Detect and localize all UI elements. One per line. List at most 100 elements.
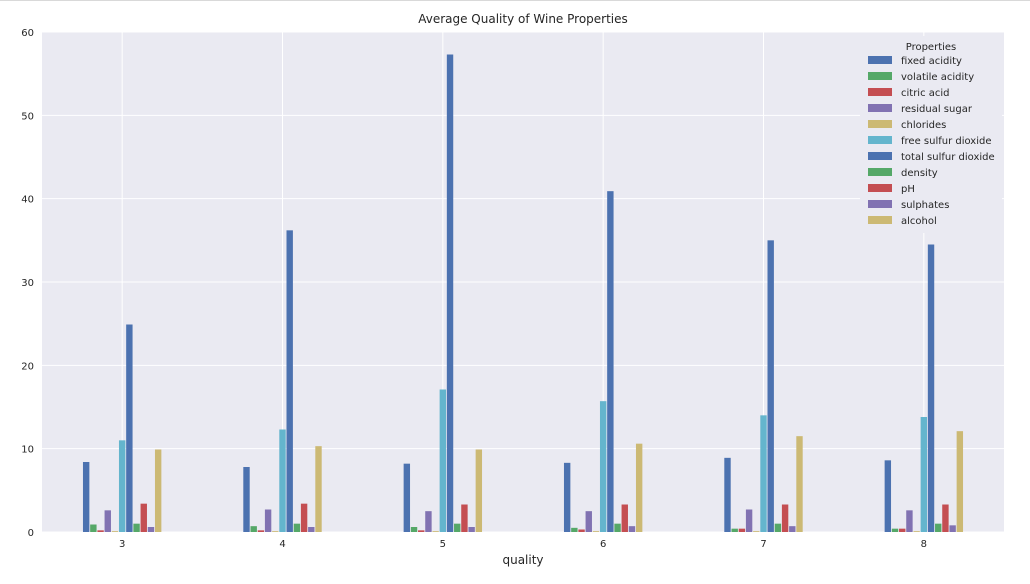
- bar-citric-acid-3: [97, 530, 104, 532]
- legend-label-density: density: [901, 168, 938, 179]
- bar-chlorides-3: [111, 531, 119, 532]
- y-tick-label-10: 10: [21, 445, 34, 456]
- bar-free-sulfur-dioxide-4: [279, 429, 286, 532]
- bar-density-8: [935, 523, 942, 532]
- bar-fixed-acidity-6: [563, 462, 571, 532]
- bar-citric-acid-7: [738, 528, 746, 532]
- legend-label-fixed-acidity: fixed acidity: [901, 56, 962, 67]
- bar-sulphates-5: [468, 527, 475, 532]
- y-tick-label-20: 20: [21, 361, 34, 372]
- legend-swatch-alcohol: [868, 216, 892, 224]
- bar-alcohol-6: [635, 443, 643, 532]
- bar-chlorides-6: [592, 531, 600, 532]
- bar-residual-sugar-8: [906, 510, 913, 532]
- bar-sulphates-6: [628, 526, 636, 532]
- legend-label-citric-acid: citric acid: [901, 88, 950, 99]
- legend-swatch-density: [868, 168, 892, 176]
- legend-swatch-volatile-acidity: [868, 72, 892, 80]
- legend-swatch-sulphates: [868, 200, 892, 208]
- legend-label-total-sulfur-dioxide: total sulfur dioxide: [901, 152, 995, 163]
- bar-sulphates-4: [308, 527, 315, 532]
- legend-label-alcohol: alcohol: [901, 216, 937, 227]
- bar-total-sulfur-dioxide-5: [446, 54, 454, 532]
- bar-alcohol-8: [956, 431, 964, 532]
- x-tick-label-7: 7: [760, 539, 766, 550]
- bar-free-sulfur-dioxide-7: [760, 415, 767, 532]
- bar-residual-sugar-6: [585, 511, 592, 532]
- bar-total-sulfur-dioxide-8: [927, 244, 935, 532]
- bar-volatile-acidity-6: [571, 527, 578, 532]
- bar-density-3: [133, 523, 140, 532]
- bar-free-sulfur-dioxide-6: [599, 401, 607, 532]
- bar-volatile-acidity-3: [90, 524, 97, 532]
- legend-swatch-free-sulfur-dioxide: [868, 136, 892, 144]
- legend-label-sulphates: sulphates: [901, 200, 949, 211]
- legend-label-volatile-acidity: volatile acidity: [901, 72, 974, 83]
- top-divider: [0, 0, 1030, 1]
- bar-alcohol-7: [796, 436, 803, 532]
- legend-label-chlorides: chlorides: [901, 120, 946, 131]
- bar-fixed-acidity-5: [403, 463, 411, 532]
- bar-residual-sugar-7: [745, 509, 753, 532]
- y-tick-label-60: 60: [21, 28, 34, 39]
- legend-swatch-chlorides: [868, 120, 892, 128]
- bar-alcohol-4: [315, 446, 322, 532]
- bar-alcohol-5: [475, 449, 483, 532]
- bar-ph-3: [140, 503, 147, 532]
- bar-free-sulfur-dioxide-3: [118, 440, 126, 532]
- bar-citric-acid-4: [257, 530, 265, 532]
- bar-citric-acid-6: [578, 529, 585, 532]
- bar-volatile-acidity-5: [410, 527, 418, 532]
- y-tick-label-30: 30: [21, 278, 34, 289]
- bar-free-sulfur-dioxide-8: [920, 417, 928, 532]
- bar-total-sulfur-dioxide-4: [286, 230, 293, 533]
- x-tick-label-6: 6: [600, 539, 606, 550]
- bar-fixed-acidity-8: [884, 460, 892, 532]
- x-tick-label-5: 5: [440, 539, 446, 550]
- legend-swatch-fixed-acidity: [868, 56, 892, 64]
- bar-ph-5: [461, 504, 468, 532]
- legend-label-free-sulfur-dioxide: free sulfur dioxide: [901, 136, 992, 147]
- bar-ph-6: [621, 504, 628, 532]
- bar-volatile-acidity-7: [731, 528, 738, 532]
- chart-title: Average Quality of Wine Properties: [418, 12, 628, 26]
- x-axis-label: quality: [502, 553, 543, 567]
- bars: [82, 54, 964, 533]
- bar-residual-sugar-4: [264, 509, 272, 532]
- bar-volatile-acidity-8: [891, 528, 899, 532]
- bar-chlorides-8: [913, 531, 920, 532]
- bar-chlorides-7: [753, 531, 760, 532]
- bar-fixed-acidity-3: [82, 462, 90, 532]
- bar-sulphates-8: [949, 525, 956, 532]
- x-tick-label-8: 8: [921, 539, 927, 550]
- bar-density-5: [454, 523, 461, 532]
- bar-sulphates-7: [789, 526, 796, 532]
- y-tick-label-50: 50: [21, 111, 34, 122]
- legend: Properties fixed acidity volatile acidity…: [860, 36, 1002, 233]
- bar-total-sulfur-dioxide-3: [126, 324, 133, 532]
- bar-residual-sugar-3: [104, 510, 111, 532]
- y-tick-labels: 0 10 20 30 40 50 60: [21, 28, 34, 539]
- legend-label-ph: pH: [901, 184, 915, 195]
- bar-density-6: [614, 523, 621, 532]
- bar-density-4: [293, 523, 301, 532]
- bar-alcohol-3: [154, 449, 162, 532]
- bar-total-sulfur-dioxide-6: [607, 191, 614, 532]
- bar-citric-acid-5: [418, 530, 425, 532]
- x-tick-label-3: 3: [119, 539, 125, 550]
- y-tick-label-40: 40: [21, 195, 34, 206]
- legend-label-residual-sugar: residual sugar: [901, 104, 973, 115]
- bar-density-7: [774, 523, 782, 532]
- bar-fixed-acidity-4: [243, 467, 250, 532]
- bar-volatile-acidity-4: [250, 526, 257, 532]
- legend-swatch-total-sulfur-dioxide: [868, 152, 892, 160]
- y-tick-label-0: 0: [28, 528, 34, 539]
- bar-chlorides-5: [432, 531, 439, 532]
- bar-sulphates-3: [147, 527, 155, 532]
- bar-ph-4: [300, 503, 308, 532]
- bar-ph-8: [942, 504, 949, 532]
- x-tick-labels: 3 4 5 6 7 8: [119, 539, 927, 550]
- bar-chlorides-4: [272, 531, 279, 532]
- bar-residual-sugar-5: [425, 511, 432, 532]
